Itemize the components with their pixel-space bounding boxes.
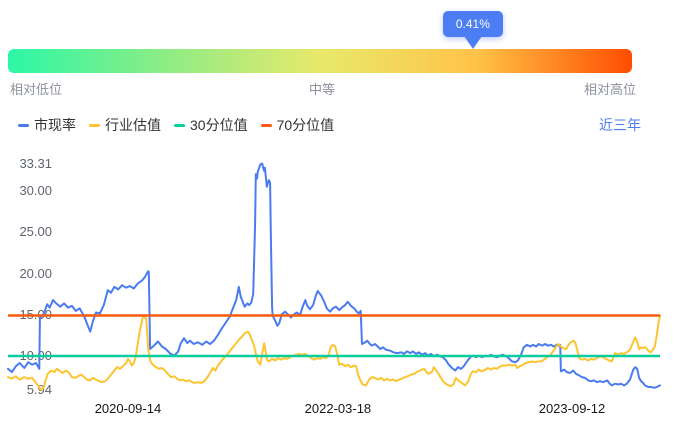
tooltip-arrow-icon: [463, 36, 482, 49]
legend-item-pcf[interactable]: 市现率: [18, 115, 76, 135]
percentile-value: 0.41%: [455, 17, 490, 31]
zone-label-high: 相对高位: [583, 82, 636, 97]
percentile-tooltip: 0.41%: [442, 11, 503, 37]
legend-label: 行业估值: [105, 117, 161, 133]
legend-label: 70分位值: [276, 117, 335, 133]
legend-label: 30分位值: [190, 117, 248, 133]
chart-plot-area[interactable]: [8, 150, 660, 405]
zone-labels: 相对低位 中等 相对高位: [8, 79, 636, 97]
zone-label-low: 相对低位: [10, 82, 63, 97]
legend-item-industry[interactable]: 行业估值: [89, 115, 161, 135]
legend-item-p70[interactable]: 70分位值: [260, 115, 335, 135]
line-swatch-icon: [260, 123, 272, 127]
line-swatch-icon: [18, 123, 29, 127]
zone-label-mid: 中等: [308, 82, 335, 97]
legend-label: 市现率: [34, 117, 76, 133]
legend-item-p30[interactable]: 30分位值: [174, 115, 248, 135]
chart-legend: 市现率 行业估值 30分位值 70分位值: [18, 115, 347, 135]
line-swatch-icon: [174, 123, 185, 127]
x-axis-tick: 2022-03-18: [304, 401, 372, 416]
x-axis-tick: 2020-09-14: [94, 401, 162, 416]
line-swatch-icon: [89, 123, 100, 127]
valuation-gradient-bar: [8, 49, 632, 73]
x-axis-tick: 2023-09-12: [538, 401, 606, 416]
time-range-link[interactable]: 近三年: [599, 117, 641, 133]
